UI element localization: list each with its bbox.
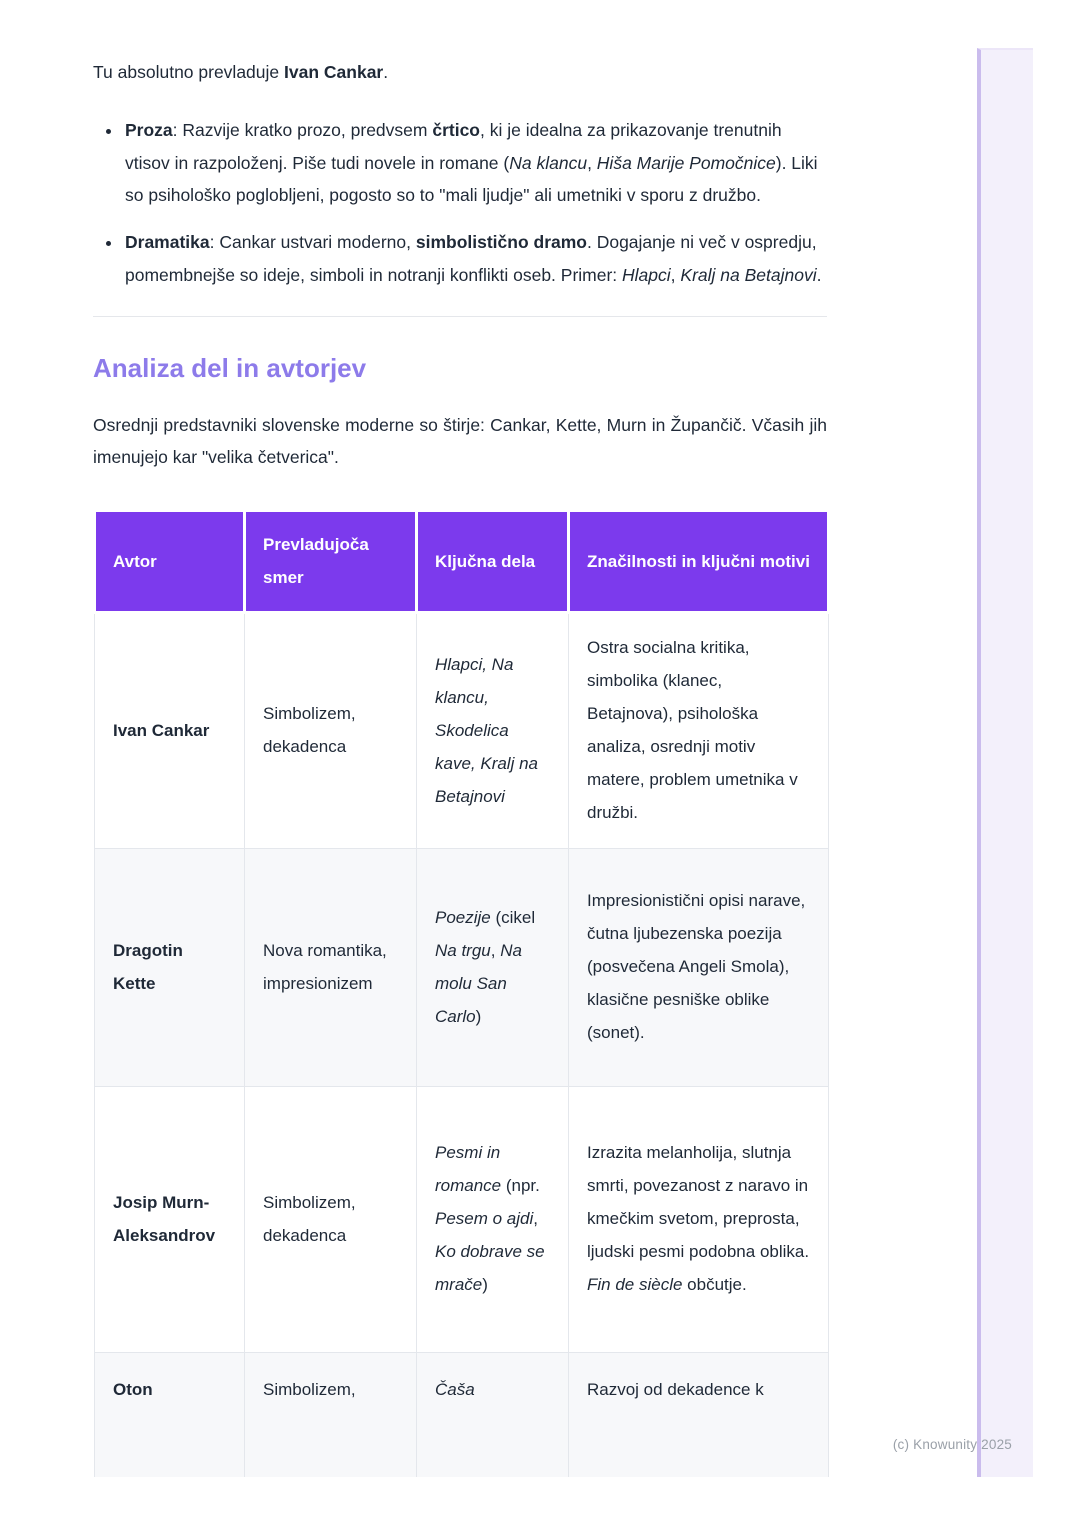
bullet-item-dramatika: Dramatika: Cankar ustvari moderno, simbo… — [123, 226, 827, 292]
document-viewport: Tu absolutno prevladuje Ivan Cankar. Pro… — [0, 0, 1080, 1477]
znacilnosti-cell: Izrazita melanholija, slutnja smrti, pov… — [568, 1086, 829, 1354]
dela-cell: Čaša — [416, 1352, 569, 1477]
header-cell-dela: Ključna dela — [415, 509, 570, 615]
smer-cell: Nova romantika, impresionizem — [244, 848, 417, 1088]
table-row: Oton Simbolizem, Čaša Razvoj od dekadenc… — [94, 1352, 829, 1477]
smer-cell: Simbolizem, — [244, 1352, 417, 1477]
table-row: Josip Murn-Aleksandrov Simbolizem, dekad… — [94, 1086, 829, 1354]
smer-cell: Simbolizem, dekadenca — [244, 612, 417, 850]
author-cell: Ivan Cankar — [94, 612, 245, 850]
header-cell-smer: Prevladujoča smer — [243, 509, 418, 615]
dela-cell: Poezije (cikel Na trgu, Na molu San Carl… — [416, 848, 569, 1088]
dela-cell: Hlapci, Na klancu, Skodelica kave, Kralj… — [416, 612, 569, 850]
authors-table: Avtor Prevladujoča smer Ključna dela Zna… — [93, 509, 830, 1477]
author-cell: Oton — [94, 1352, 245, 1477]
znacilnosti-cell: Impresionistični opisi narave, čutna lju… — [568, 848, 829, 1088]
section-paragraph: Osrednji predstavniki slovenske moderne … — [93, 415, 827, 467]
document-content: Tu absolutno prevladuje Ivan Cankar. Pro… — [93, 0, 830, 1477]
next-page-edge — [977, 48, 1033, 1477]
header-cell-znacilnosti: Značilnosti in ključni motivi — [567, 509, 830, 615]
table-header-row: Avtor Prevladujoča smer Ključna dela Zna… — [93, 509, 830, 615]
znacilnosti-cell: Ostra socialna kritika, simbolika (klane… — [568, 612, 829, 850]
header-cell-avtor: Avtor — [93, 509, 246, 615]
dela-cell: Pesmi in romance (npr. Pesem o ajdi, Ko … — [416, 1086, 569, 1354]
bullet-item-proza: Proza: Razvije kratko prozo, predvsem čr… — [123, 114, 827, 213]
lead-paragraph: Tu absolutno prevladuje Ivan Cankar. — [93, 62, 389, 82]
watermark: (c) Knowunity 2025 — [892, 1437, 1012, 1452]
znacilnosti-cell: Razvoj od dekadence k — [568, 1352, 829, 1477]
table-row: Ivan Cankar Simbolizem, dekadenca Hlapci… — [94, 612, 829, 850]
author-cell: Josip Murn-Aleksandrov — [94, 1086, 245, 1354]
section-divider — [93, 316, 827, 318]
smer-cell: Simbolizem, dekadenca — [244, 1086, 417, 1354]
bullet-list: Proza: Razvije kratko prozo, predvsem čr… — [93, 114, 827, 292]
author-cell: Dragotin Kette — [94, 848, 245, 1088]
section-heading: Analiza del in avtorjev — [93, 353, 367, 384]
table-row: Dragotin Kette Nova romantika, impresion… — [94, 848, 829, 1088]
